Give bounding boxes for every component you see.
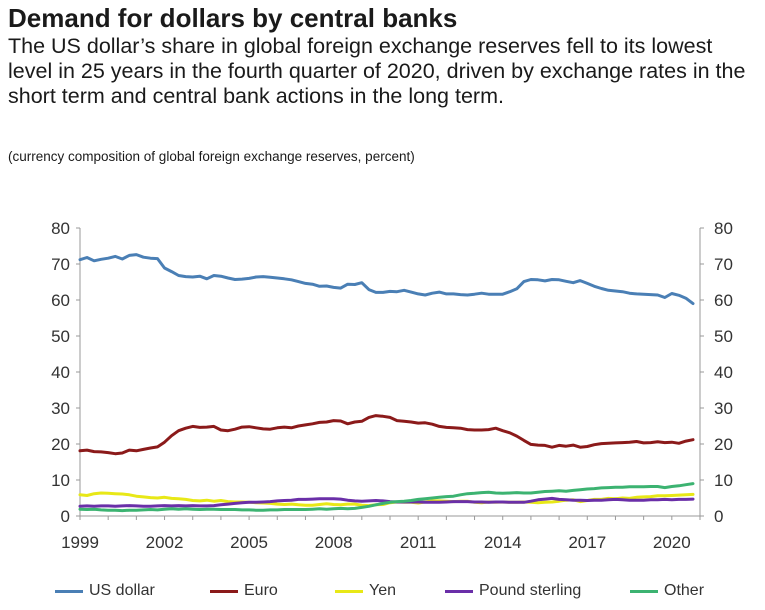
- x-tick-label: 2008: [315, 533, 353, 552]
- x-tick-label: 2014: [484, 533, 522, 552]
- legend-swatch: [445, 589, 473, 593]
- legend-label: Pound sterling: [479, 582, 582, 599]
- y-tick-label-right: 20: [714, 435, 733, 454]
- legend-item-yen: Yen: [335, 577, 396, 605]
- y-tick-label-right: 40: [714, 363, 733, 382]
- y-tick-label-left: 10: [51, 471, 70, 490]
- chart-legend: US dollar Euro Yen Pound sterling Other: [0, 577, 765, 605]
- x-tick-label: 2011: [400, 533, 437, 552]
- y-tick-label-right: 60: [714, 291, 733, 310]
- series-line-pound-sterling: [78, 496, 695, 508]
- series-line-us-dollar: [78, 253, 695, 306]
- y-tick-label-left: 30: [51, 399, 70, 418]
- y-tick-label-right: 0: [714, 507, 723, 526]
- y-tick-label-right: 10: [714, 471, 733, 490]
- y-tick-label-right: 30: [714, 399, 733, 418]
- x-tick-label: 2005: [230, 533, 268, 552]
- y-tick-label-left: 20: [51, 435, 70, 454]
- y-tick-label-right: 70: [714, 255, 733, 274]
- y-tick-label-left: 70: [51, 255, 70, 274]
- y-tick-label-right: 50: [714, 327, 733, 346]
- legend-item-euro: Euro: [210, 577, 278, 605]
- legend-item-other: Other: [630, 577, 704, 605]
- legend-item-pound-sterling: Pound sterling: [445, 577, 581, 605]
- legend-label: Other: [664, 582, 705, 599]
- x-tick-label: 2017: [568, 533, 606, 552]
- legend-swatch: [210, 589, 238, 593]
- chart-units-note: (currency composition of global foreign …: [8, 149, 415, 164]
- chart-title: Demand for dollars by central banks: [8, 3, 458, 33]
- y-tick-label-left: 40: [51, 363, 70, 382]
- x-tick-label: 2002: [146, 533, 184, 552]
- series-line-other: [78, 482, 695, 513]
- y-tick-label-left: 60: [51, 291, 70, 310]
- legend-label: US dollar: [89, 582, 155, 599]
- y-tick-label-left: 80: [51, 219, 70, 238]
- legend-label: Euro: [244, 582, 278, 599]
- y-tick-label-left: 50: [51, 327, 70, 346]
- legend-swatch: [55, 589, 83, 593]
- x-tick-label: 1999: [61, 533, 99, 552]
- x-tick-label: 2020: [653, 533, 691, 552]
- legend-swatch: [630, 589, 658, 593]
- legend-label: Yen: [369, 582, 396, 599]
- y-tick-label-right: 80: [714, 219, 733, 238]
- legend-item-us-dollar: US dollar: [55, 577, 155, 605]
- series-line-euro: [78, 414, 695, 456]
- y-tick-label-left: 0: [61, 507, 70, 526]
- chart-subtitle: The US dollar’s share in global foreign …: [8, 34, 746, 108]
- legend-swatch: [335, 589, 363, 593]
